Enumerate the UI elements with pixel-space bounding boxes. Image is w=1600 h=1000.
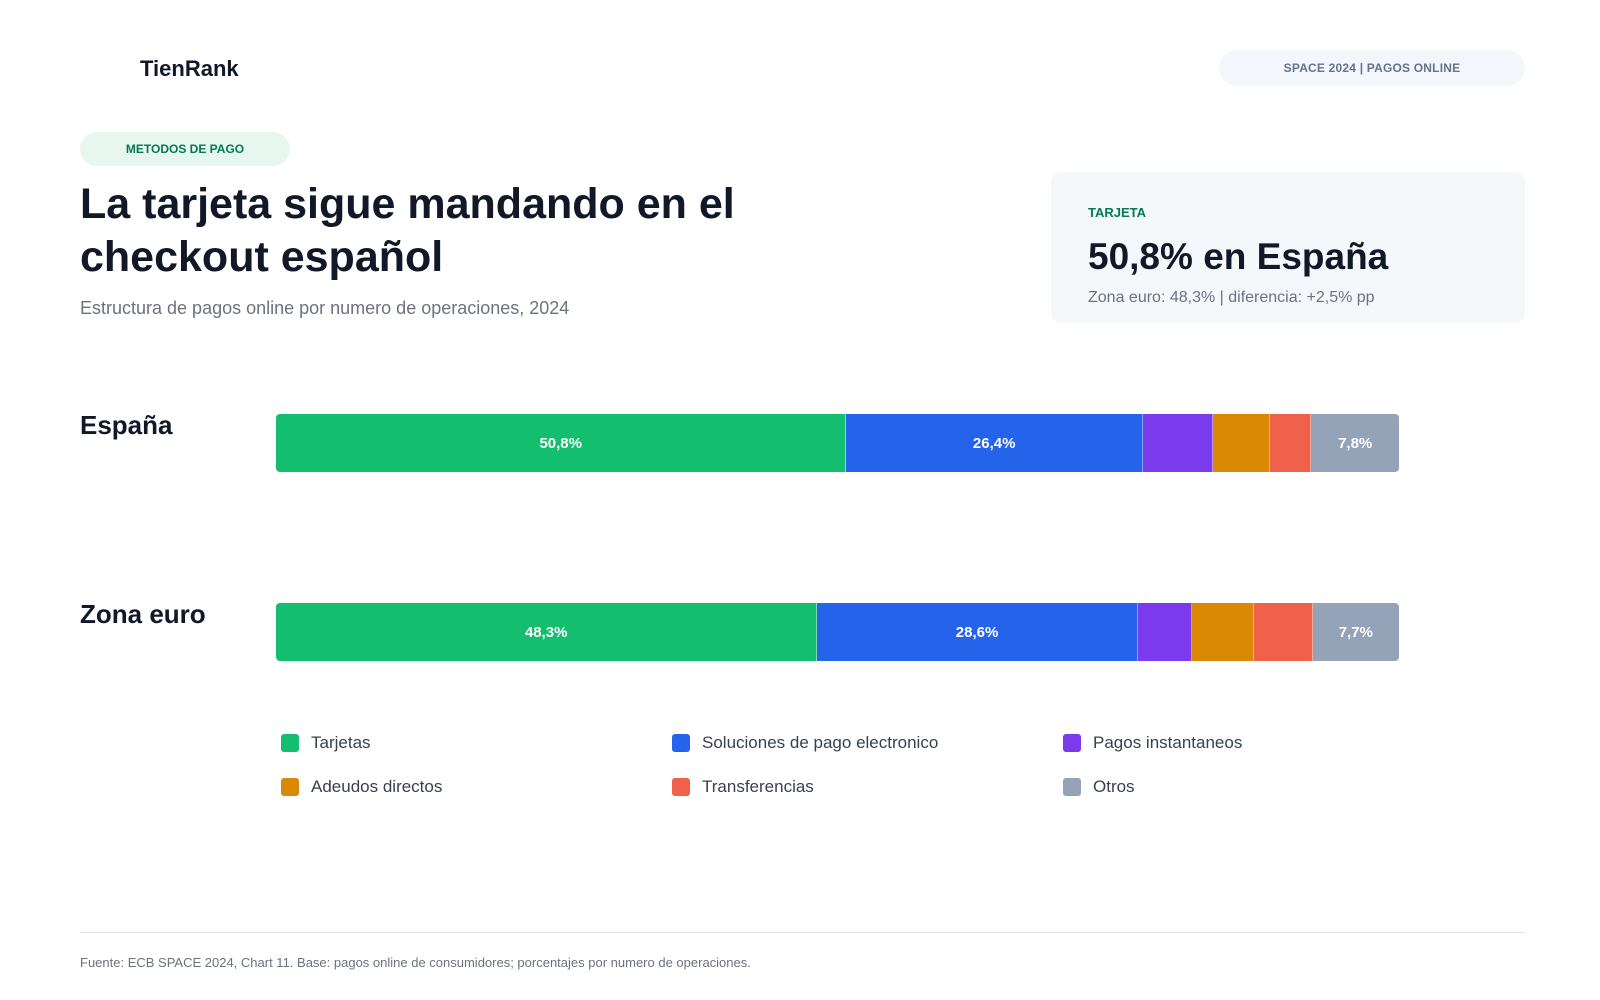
- bar-segment-espana-transferencias: [1269, 414, 1312, 472]
- page-subtitle: Estructura de pagos online por numero de…: [80, 298, 570, 318]
- bar-segment-espana-adeudos-directos: [1212, 414, 1270, 472]
- bar-segment-espana-pagos-instantaneos: [1142, 414, 1213, 472]
- legend-item-otros: Otros: [1063, 777, 1454, 797]
- bar-segment-espana-otros: 7,8%: [1311, 414, 1399, 472]
- bar-segment-zona-euro-transferencias: [1254, 603, 1313, 661]
- source-footnote: Fuente: ECB SPACE 2024, Chart 11. Base: …: [80, 955, 751, 970]
- data-label: 26,4%: [972, 434, 1016, 452]
- page-title: La tarjeta sigue mandando en el checkout…: [80, 180, 735, 281]
- legend-swatch: [1063, 778, 1081, 796]
- data-label: 28,6%: [955, 623, 999, 641]
- legend-swatch: [281, 734, 299, 752]
- kpi-label: TARJETA: [1088, 205, 1147, 220]
- legend-item-transferencias: Transferencias: [672, 777, 1063, 797]
- legend-label: Tarjetas: [311, 733, 371, 752]
- legend-swatch: [672, 734, 690, 752]
- legend-item-soluciones-de-pago-electronico: Soluciones de pago electronico: [672, 733, 1063, 753]
- row-label-espana: España: [80, 410, 173, 440]
- kpi-value: 50,8% en España: [1088, 236, 1389, 277]
- legend-item-tarjetas: Tarjetas: [281, 733, 672, 753]
- legend-label: Otros: [1093, 777, 1135, 796]
- kpi-card: TARJETA 50,8% en España Zona euro: 48,3%…: [1051, 172, 1525, 323]
- data-label: 7,8%: [1338, 434, 1373, 452]
- row-label-zona-euro: Zona euro: [80, 599, 206, 629]
- bar-segment-zona-euro-adeudos-directos: [1191, 603, 1255, 661]
- section-tag: METODOS DE PAGO: [80, 132, 290, 166]
- legend-item-adeudos-directos: Adeudos directos: [281, 777, 672, 797]
- bar-segment-zona-euro-pagos-instantaneos: [1137, 603, 1192, 661]
- legend-label: Transferencias: [702, 777, 814, 796]
- data-label: 7,7%: [1338, 623, 1373, 641]
- bar-segment-espana-soluciones-de-pago-electronico: 26,4%: [846, 414, 1143, 472]
- bar-segment-zona-euro-otros: 7,7%: [1312, 603, 1399, 661]
- legend-swatch: [1063, 734, 1081, 752]
- report-pill: SPACE 2024 | PAGOS ONLINE: [1219, 50, 1525, 86]
- bar-segment-zona-euro-soluciones-de-pago-electronico: 28,6%: [817, 603, 1138, 661]
- footer-divider: [80, 932, 1525, 933]
- brand-logo: TienRank: [140, 56, 239, 81]
- bar-zona-euro: 48,3% 28,6% 7,7%: [276, 603, 1399, 661]
- bar-segment-espana-tarjetas: 50,8%: [276, 414, 847, 472]
- data-label: 50,8%: [539, 434, 582, 452]
- legend-swatch: [672, 778, 690, 796]
- data-label: 48,3%: [524, 623, 568, 641]
- kpi-note: Zona euro: 48,3% | diferencia: +2,5% pp: [1088, 289, 1375, 306]
- bar-espana: 50,8% 26,4% 7,8%: [276, 414, 1399, 472]
- legend-item-pagos-instantaneos: Pagos instantaneos: [1063, 733, 1454, 753]
- legend-label: Adeudos directos: [311, 777, 443, 796]
- legend-label: Pagos instantaneos: [1093, 733, 1243, 752]
- legend-swatch: [281, 778, 299, 796]
- bar-segment-zona-euro-tarjetas: 48,3%: [276, 603, 818, 661]
- legend-label: Soluciones de pago electronico: [702, 733, 939, 752]
- legend: Tarjetas Soluciones de pago electronico Pa…: [281, 733, 1481, 797]
